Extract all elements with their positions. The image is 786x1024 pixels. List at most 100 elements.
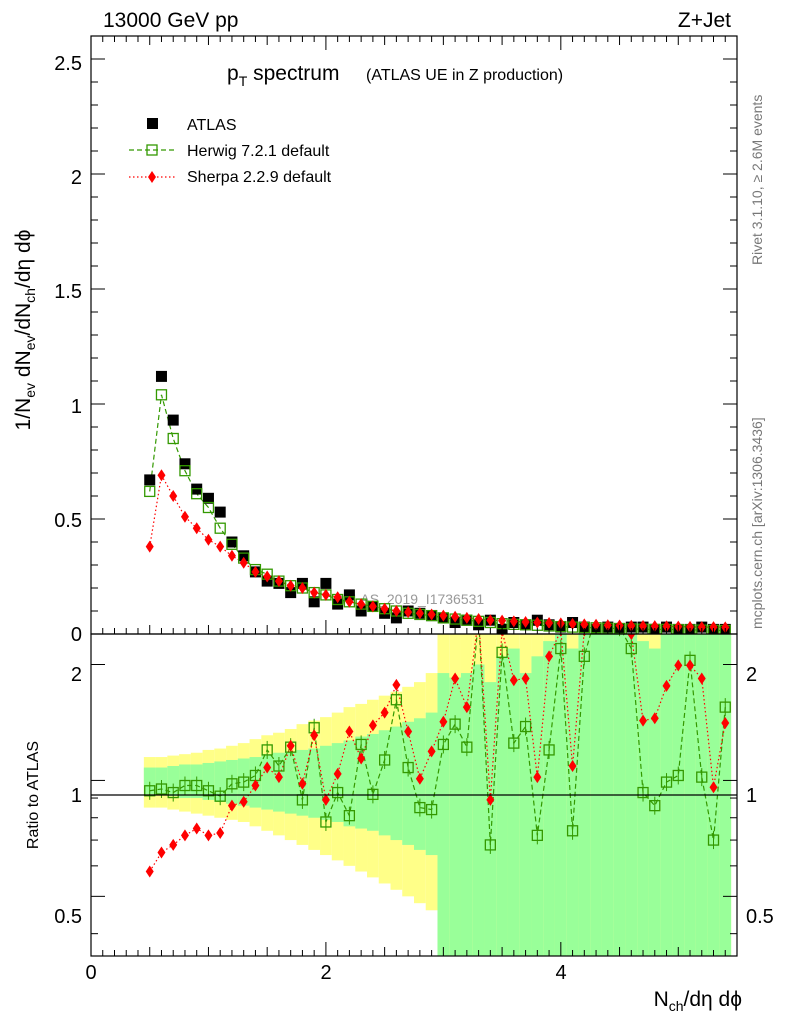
ratio-panel-marks: [144, 602, 731, 878]
sherpa-ratio-point: [345, 725, 354, 738]
sherpa-ratio-point: [274, 771, 283, 784]
legend-herwig-label: Herwig 7.2.1 default: [187, 143, 330, 160]
ratio-band-inner: [707, 634, 720, 956]
ratio-band-inner: [143, 767, 156, 795]
sherpa-point: [486, 614, 495, 627]
herwig-point: [226, 538, 238, 550]
sherpa-ratio-point: [533, 771, 542, 784]
ratio-ytick-label-right: 0.5: [746, 906, 774, 928]
sherpa-point: [639, 619, 648, 632]
ratio-band-inner: [437, 673, 450, 956]
sherpa-point: [298, 582, 307, 594]
herwig-ratio-point: [449, 718, 461, 730]
sherpa-point: [592, 618, 601, 631]
sherpa-ratio-point: [451, 672, 460, 685]
atlas-point: [226, 536, 238, 548]
sherpa-ratio-point: [592, 608, 600, 620]
ratio-band-inner: [566, 648, 579, 956]
sherpa-ratio-point: [709, 781, 718, 794]
atlas-point: [214, 506, 226, 518]
herwig-ratio-point: [566, 825, 579, 837]
legend-atlas-marker: [147, 118, 158, 129]
herwig-ratio-point: [390, 694, 403, 706]
herwig-ratio-point: [696, 771, 708, 783]
herwig-ratio-point: [414, 801, 426, 814]
herwig-ratio-point: [167, 786, 179, 799]
herwig-ratio-point: [155, 783, 168, 795]
herwig-point: [167, 432, 179, 445]
sherpa-ratio-point: [500, 634, 504, 637]
sherpa-point: [580, 618, 589, 631]
ratio-band-inner: [543, 641, 555, 956]
ratio-band-inner: [390, 726, 403, 841]
herwig-ratio-point: [578, 650, 590, 662]
sherpa-ratio-point: [263, 761, 272, 774]
ratio-band-inner: [484, 682, 497, 956]
herwig-ratio-point: [637, 786, 649, 799]
sherpa-point: [439, 609, 448, 622]
sherpa-ratio-point: [157, 846, 166, 859]
atlas-point: [355, 605, 367, 617]
sherpa-point: [251, 565, 260, 578]
plot-title: pT spectrum: [227, 62, 339, 89]
sherpa-point: [204, 533, 213, 546]
sherpa-point: [451, 610, 460, 623]
herwig-ratio-point: [555, 642, 567, 655]
sherpa-point: [380, 602, 389, 615]
ratio-band-inner: [320, 745, 332, 820]
herwig-ratio-point: [603, 603, 613, 613]
sherpa-point: [509, 615, 518, 628]
sherpa-point: [345, 595, 354, 608]
herwig-ratio-point: [320, 816, 332, 828]
sherpa-point: [239, 556, 248, 569]
herwig-ratio-point: [355, 738, 367, 751]
energy-label: 13000 GeV pp: [103, 9, 238, 32]
sherpa-ratio-point: [521, 672, 530, 685]
legend-herwig-marker: [146, 144, 158, 156]
ratio-band-inner: [355, 736, 368, 829]
ratio-ytick-label-right: 2: [746, 664, 757, 686]
xtick-label: 2: [320, 962, 331, 984]
sherpa-ratio-point: [509, 674, 518, 687]
ratio-band-inner: [637, 641, 649, 956]
ratio-band-inner: [507, 648, 520, 956]
sherpa-ratio-point: [604, 602, 612, 614]
xtick-label: 0: [85, 962, 96, 984]
ratio-band-inner: [367, 733, 379, 831]
sherpa-point: [263, 570, 272, 583]
sherpa-ratio-point: [204, 829, 213, 842]
ratio-band-inner: [472, 664, 485, 956]
herwig-ratio-point: [191, 779, 203, 792]
atlas-point: [179, 458, 191, 470]
sherpa-ratio-point: [392, 678, 401, 691]
atlas-point: [308, 596, 320, 608]
sherpa-point: [686, 620, 695, 633]
ratio-band-inner: [719, 634, 732, 956]
sherpa-ratio-point: [439, 715, 448, 728]
sherpa-ratio-point: [310, 729, 319, 742]
herwig-ratio-point: [238, 776, 250, 788]
sherpa-ratio-point: [462, 701, 471, 714]
sherpa-point: [474, 613, 483, 626]
sherpa-ratio-point: [145, 865, 154, 878]
sherpa-ratio-point: [559, 634, 563, 637]
sherpa-point: [321, 588, 330, 601]
sherpa-ratio-point: [321, 793, 330, 806]
ratio-band-inner: [613, 634, 626, 956]
sherpa-ratio-point: [192, 822, 201, 835]
sherpa-ratio-point: [568, 760, 577, 773]
herwig-ratio-point: [273, 760, 285, 772]
herwig-ratio-point: [261, 744, 273, 756]
herwig-ratio-point: [649, 799, 661, 812]
ratio-band-inner: [625, 634, 638, 956]
sherpa-point: [274, 575, 283, 588]
ratio-band-inner: [601, 634, 614, 956]
herwig-ratio-point: [343, 810, 356, 822]
ratio-band-inner: [648, 648, 661, 956]
herwig-ratio-point: [719, 701, 731, 713]
sherpa-point: [357, 598, 366, 611]
herwig-ratio-point: [367, 788, 379, 801]
herwig-ratio-point: [214, 790, 226, 802]
herwig-ratio-point: [484, 839, 496, 851]
herwig-point: [179, 465, 191, 477]
